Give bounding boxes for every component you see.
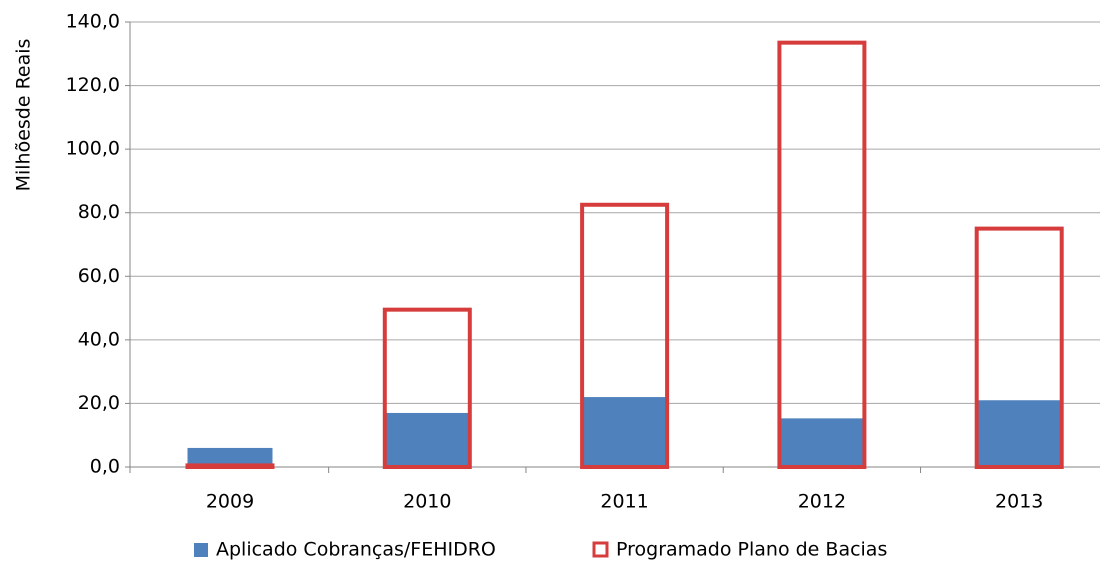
legend-swatch bbox=[194, 543, 208, 557]
y-tick-label: 140,0 bbox=[66, 11, 120, 33]
x-tick-label: 2013 bbox=[995, 491, 1043, 513]
bar bbox=[185, 463, 275, 469]
x-tick-label: 2009 bbox=[206, 491, 254, 513]
legend-label: Aplicado Cobranças/FEHIDRO bbox=[216, 539, 496, 561]
bar bbox=[580, 202, 670, 469]
y-tick-label: 100,0 bbox=[66, 138, 120, 160]
bar bbox=[974, 226, 1064, 469]
y-tick-label: 120,0 bbox=[66, 74, 120, 96]
y-tick-label: 60,0 bbox=[78, 265, 120, 287]
x-tick-label: 2010 bbox=[403, 491, 451, 513]
x-tick-label: 2012 bbox=[798, 491, 846, 513]
legend-label: Programado Plano de Bacias bbox=[616, 539, 887, 561]
legend-swatch bbox=[592, 541, 609, 558]
y-tick-label: 20,0 bbox=[78, 392, 120, 414]
y-tick-label: 0,0 bbox=[90, 456, 120, 478]
y-axis-label: Milhõesde Reais bbox=[13, 39, 35, 192]
bar bbox=[384, 412, 470, 467]
bar bbox=[187, 447, 273, 467]
bar bbox=[582, 397, 668, 467]
y-tick-label: 40,0 bbox=[78, 328, 120, 350]
bar bbox=[976, 400, 1062, 467]
bar bbox=[779, 418, 865, 467]
x-tick-label: 2011 bbox=[600, 491, 648, 513]
bar bbox=[382, 307, 472, 469]
y-tick-label: 80,0 bbox=[78, 201, 120, 223]
bar bbox=[777, 40, 867, 470]
